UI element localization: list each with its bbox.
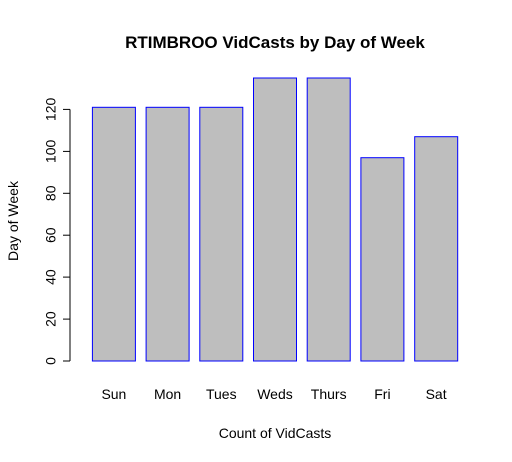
x-tick-label-sun: Sun: [101, 386, 126, 402]
x-tick-label-sat: Sat: [426, 386, 447, 402]
y-tick-label-60: 60: [43, 227, 59, 243]
y-axis-label: Day of Week: [5, 180, 21, 261]
chart-title: RTIMBROO VidCasts by Day of Week: [125, 33, 425, 52]
bar-thurs: [306, 77, 351, 362]
bar-sat: [414, 136, 459, 362]
x-tick-label-fri: Fri: [374, 386, 390, 402]
y-tick-label-120: 120: [43, 98, 59, 122]
bar-sun: [91, 106, 136, 362]
bars-group: [91, 77, 459, 362]
y-axis: 0 20 40 60 80 100 120: [43, 98, 71, 365]
x-tick-label-tues: Tues: [206, 386, 237, 402]
bar-mon: [145, 106, 190, 362]
y-tick-label-80: 80: [43, 185, 59, 201]
y-tick-label-20: 20: [43, 311, 59, 327]
bar-fri: [360, 157, 405, 362]
y-tick-label-40: 40: [43, 269, 59, 285]
x-tick-label-thurs: Thurs: [311, 386, 347, 402]
bar-tues: [199, 106, 244, 362]
x-tick-labels: Sun Mon Tues Weds Thurs Fri Sat: [101, 386, 446, 402]
bar-weds: [253, 77, 297, 362]
x-axis-label: Count of VidCasts: [219, 425, 332, 441]
y-tick-label-0: 0: [43, 357, 59, 365]
x-tick-label-mon: Mon: [154, 386, 181, 402]
y-tick-label-100: 100: [43, 140, 59, 164]
x-tick-label-weds: Weds: [257, 386, 293, 402]
